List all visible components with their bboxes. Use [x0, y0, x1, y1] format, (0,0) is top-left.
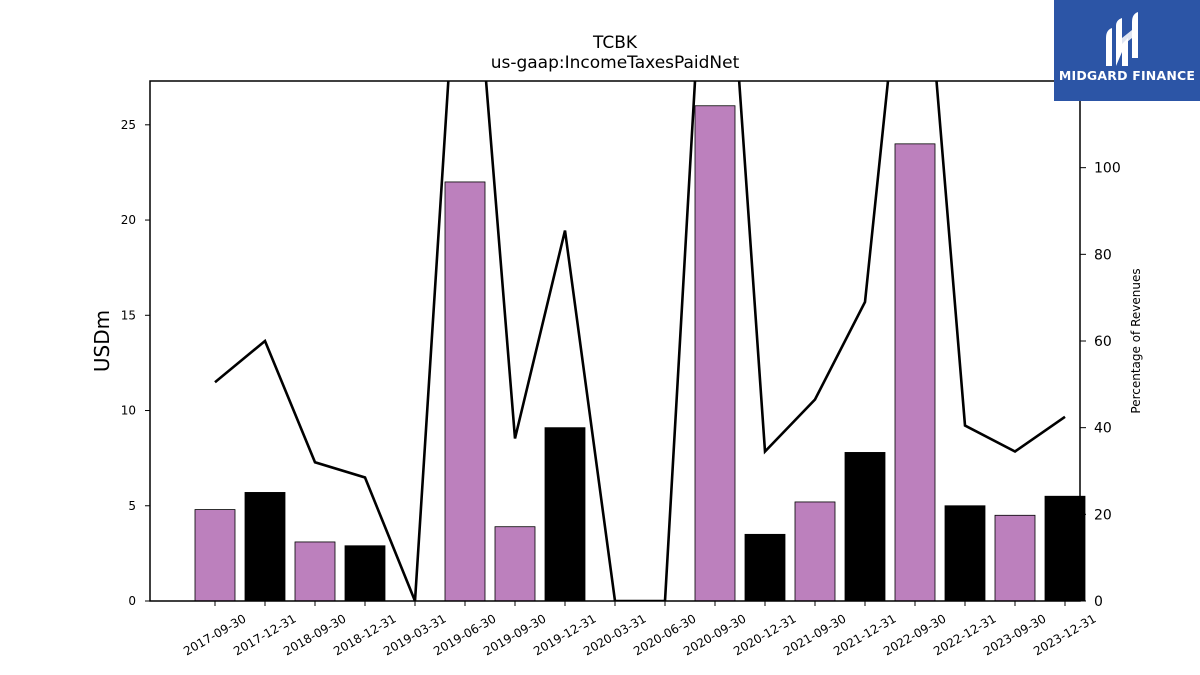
y-tick-label: 5 [128, 499, 136, 513]
bar [544, 427, 586, 602]
y2-tick-label: 60 [1094, 334, 1112, 350]
y2-axis-label: Percentage of Revenues [1129, 268, 1143, 413]
y-tick-label: 15 [121, 308, 136, 322]
bar [494, 526, 536, 602]
y2-tick-label: 20 [1094, 507, 1112, 523]
bar [694, 105, 736, 602]
bar [894, 143, 936, 602]
chart-title: TCBK [592, 33, 638, 53]
bar [344, 545, 386, 602]
bar [794, 501, 836, 602]
y-tick-label: 20 [121, 213, 136, 227]
y2-tick-label: 40 [1094, 421, 1112, 437]
chart-subtitle: us-gaap:IncomeTaxesPaidNet [491, 53, 740, 73]
y2-tick-label: 0 [1094, 594, 1103, 610]
bar [1044, 495, 1086, 602]
y-tick-label: 25 [121, 118, 136, 132]
bar [994, 514, 1036, 602]
brand-logo: MIDGARD FINANCE [1054, 0, 1200, 101]
bar [194, 509, 236, 602]
bar [294, 541, 336, 602]
percentage-line [214, 81, 1066, 601]
plot-area: 05101520250204060801002017-09-302017-12-… [121, 80, 1121, 658]
y2-tick-label: 80 [1094, 247, 1112, 263]
bar [944, 505, 986, 602]
plot-frame [149, 80, 1081, 602]
y-tick-label: 10 [121, 404, 136, 418]
midgard-logo-icon [1106, 12, 1138, 66]
y-axis-label: USDm [90, 310, 114, 372]
y2-tick-label: 100 [1094, 161, 1121, 177]
brand-name: MIDGARD FINANCE [1058, 68, 1196, 83]
bar [444, 181, 486, 602]
y-tick-label: 0 [128, 594, 136, 608]
bar [844, 452, 886, 602]
bar [744, 533, 786, 602]
bar [244, 492, 286, 602]
